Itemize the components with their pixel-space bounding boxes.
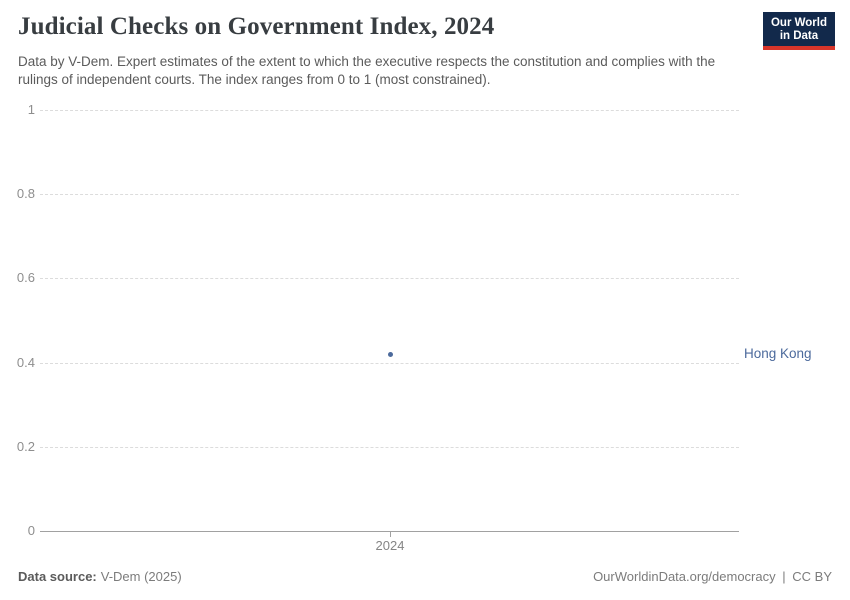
data-source: Data source: V-Dem (2025) — [18, 568, 182, 585]
footer-attribution: OurWorldinData.org/democracy | CC BY — [590, 568, 832, 585]
footer-separator: | — [782, 569, 786, 584]
y-gridline — [40, 110, 739, 111]
y-gridline — [40, 447, 739, 448]
data-source-label: Data source: — [18, 569, 97, 584]
logo-text-line1: Our World — [770, 17, 827, 29]
data-source-value: V-Dem (2025) — [100, 569, 182, 584]
entity-label-hong-kong[interactable]: Hong Kong — [744, 346, 812, 361]
owid-logo[interactable]: Our World in Data — [762, 12, 835, 50]
footer-license: CC BY — [792, 569, 832, 584]
y-axis-tick-label: 0.4 — [16, 355, 35, 370]
chart-footer: Data source: V-Dem (2025) OurWorldinData.… — [18, 568, 832, 585]
y-gridline — [40, 363, 739, 364]
y-axis-tick-label: 0 — [27, 523, 35, 538]
y-axis-tick-label: 0.2 — [16, 439, 35, 454]
chart-title: Judicial Checks on Government Index, 202… — [18, 13, 495, 40]
x-axis-tick-mark — [390, 531, 391, 537]
y-axis-tick-label: 0.8 — [16, 186, 35, 201]
y-axis-tick-label: 1 — [27, 102, 35, 117]
data-point-hong-kong[interactable] — [388, 352, 393, 357]
footer-url-link[interactable]: OurWorldinData.org/democracy — [593, 569, 776, 584]
y-gridline — [40, 194, 739, 195]
logo-text-line2: in Data — [779, 30, 819, 42]
y-axis-tick-label: 0.6 — [16, 270, 35, 285]
x-axis-line — [40, 531, 739, 532]
chart-subtitle: Data by V-Dem. Expert estimates of the e… — [18, 54, 716, 87]
x-axis-tick-label: 2024 — [375, 538, 405, 553]
y-gridline — [40, 278, 739, 279]
